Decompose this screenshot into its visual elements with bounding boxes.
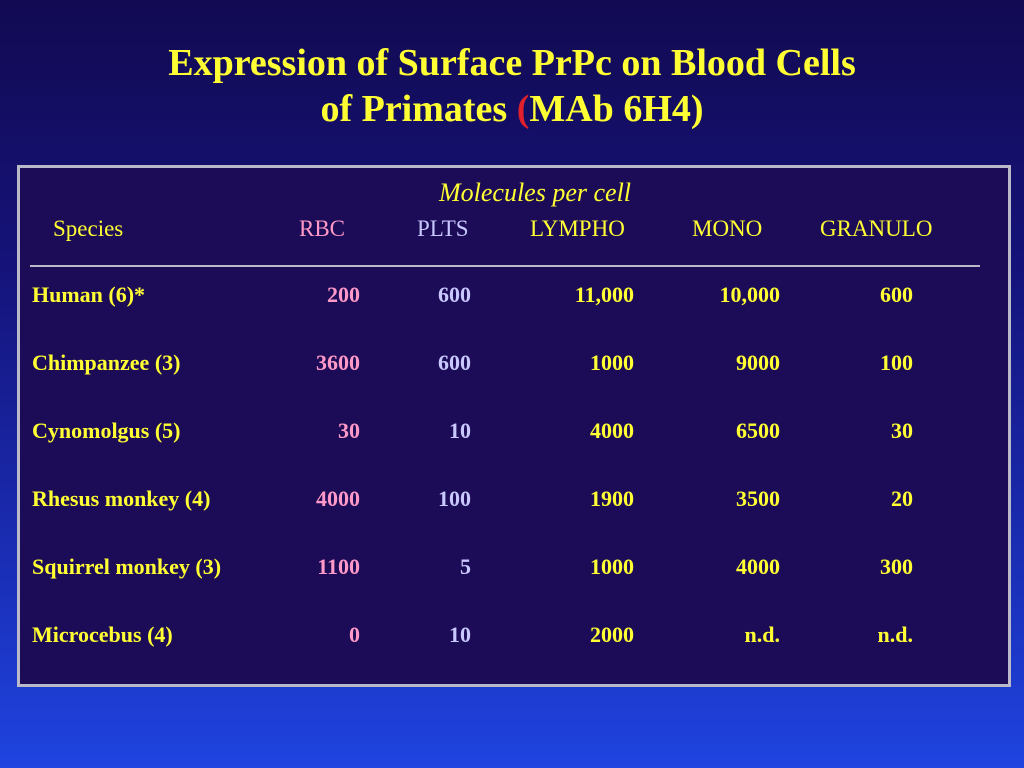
title-line-2-pre: of Primates bbox=[320, 88, 517, 130]
cell-rbc: 4000 bbox=[316, 486, 360, 511]
cell-rbc: 0 bbox=[349, 622, 360, 647]
title-line-2-post: MAb 6H4) bbox=[529, 88, 704, 130]
cell-species: Cynomolgus (5) bbox=[32, 418, 181, 443]
cell-species: Microcebus (4) bbox=[32, 622, 173, 647]
table-subheading: Molecules per cell bbox=[438, 178, 632, 207]
cell-lympho: 4000 bbox=[590, 418, 634, 443]
header-granulo: GRANULO bbox=[820, 216, 933, 241]
cell-species: Chimpanzee (3) bbox=[32, 350, 181, 375]
header-divider bbox=[30, 265, 980, 267]
cell-lympho: 1000 bbox=[590, 350, 634, 375]
cell-plts: 100 bbox=[438, 486, 471, 511]
cell-granulo: 100 bbox=[880, 350, 913, 375]
cell-plts: 10 bbox=[449, 418, 471, 443]
cell-granulo: n.d. bbox=[877, 622, 913, 647]
cell-lympho: 2000 bbox=[590, 622, 634, 647]
cell-lympho: 1900 bbox=[590, 486, 634, 511]
cell-lympho: 1000 bbox=[590, 554, 634, 579]
cell-lympho: 11,000 bbox=[574, 282, 634, 307]
header-species: Species bbox=[53, 216, 124, 241]
cell-mono: 9000 bbox=[736, 350, 780, 375]
slide-title: Expression of Surface PrPc on Blood Cell… bbox=[0, 40, 1024, 132]
header-mono: MONO bbox=[692, 216, 763, 241]
title-paren: ( bbox=[516, 88, 530, 130]
header-rbc: RBC bbox=[299, 216, 346, 241]
cell-granulo: 20 bbox=[891, 486, 913, 511]
cell-plts: 600 bbox=[438, 350, 471, 375]
cell-plts: 600 bbox=[438, 282, 471, 307]
cell-mono: 6500 bbox=[736, 418, 780, 443]
cell-granulo: 300 bbox=[880, 554, 913, 579]
header-plts: PLTS bbox=[417, 216, 469, 241]
cell-plts: 10 bbox=[449, 622, 471, 647]
cell-granulo: 30 bbox=[891, 418, 913, 443]
cell-mono: n.d. bbox=[744, 622, 780, 647]
cell-rbc: 3600 bbox=[316, 350, 360, 375]
cell-species: Rhesus monkey (4) bbox=[32, 486, 211, 511]
title-line-1: Expression of Surface PrPc on Blood Cell… bbox=[168, 42, 856, 84]
cell-granulo: 600 bbox=[880, 282, 913, 307]
cell-plts: 5 bbox=[460, 554, 471, 579]
cell-species: Squirrel monkey (3) bbox=[32, 554, 222, 579]
cell-rbc: 200 bbox=[327, 282, 360, 307]
title-line-2: of Primates (MAb 6H4) bbox=[0, 86, 1024, 132]
cell-rbc: 30 bbox=[338, 418, 360, 443]
cell-mono: 3500 bbox=[736, 486, 780, 511]
cell-mono: 10,000 bbox=[719, 282, 781, 307]
header-lympho: LYMPHO bbox=[530, 216, 625, 241]
data-table-panel: Molecules per cell Species RBC PLTS LYMP… bbox=[17, 165, 1011, 687]
cell-species: Human (6)* bbox=[32, 282, 146, 307]
cell-rbc: 1100 bbox=[317, 554, 360, 579]
cell-mono: 4000 bbox=[736, 554, 780, 579]
